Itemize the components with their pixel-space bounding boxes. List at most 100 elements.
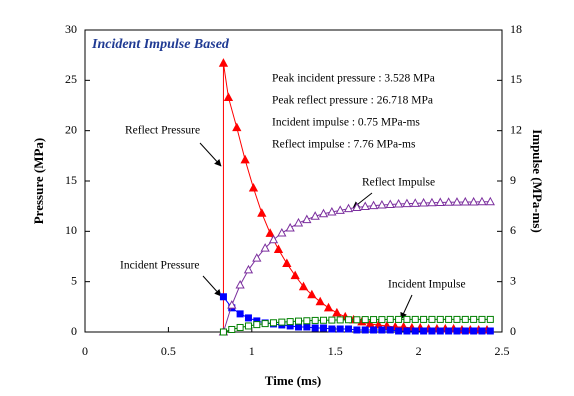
annotation: Peak reflect pressure : 26.718 MPa — [272, 95, 433, 107]
marker — [293, 217, 304, 227]
x-tick-label: 2 — [416, 344, 422, 358]
marker — [240, 154, 250, 164]
marker — [470, 327, 478, 335]
marker — [361, 326, 369, 334]
marker — [385, 199, 395, 208]
marker — [273, 244, 284, 253]
marker — [395, 327, 403, 335]
marker — [320, 316, 328, 324]
marker — [403, 327, 411, 335]
arrow — [202, 275, 222, 297]
marker — [486, 327, 494, 335]
marker — [395, 315, 403, 323]
marker — [403, 315, 411, 323]
x-tick-label: 1 — [249, 344, 255, 358]
y-tick-label: 15 — [65, 173, 77, 187]
marker — [315, 296, 325, 306]
marker — [320, 324, 328, 332]
marker — [318, 208, 329, 218]
marker — [386, 315, 394, 323]
marker — [244, 314, 252, 322]
marker — [243, 264, 254, 274]
y-tick-label: 0 — [71, 324, 77, 338]
marker — [436, 327, 444, 335]
y-tick-label: 20 — [65, 122, 77, 136]
marker — [445, 315, 453, 323]
marker — [219, 328, 227, 336]
y2-tick-label: 6 — [510, 223, 516, 237]
marker — [335, 205, 345, 214]
series-line — [222, 201, 491, 333]
marker — [307, 289, 317, 299]
marker — [336, 325, 344, 333]
annotation: Incident impulse : 0.75 MPa-ms — [272, 117, 420, 129]
y2-tick-label: 0 — [510, 324, 516, 338]
marker — [420, 327, 428, 335]
marker — [377, 199, 387, 209]
x-axis-label: Time (ms) — [265, 373, 321, 388]
marker — [336, 316, 344, 324]
marker — [302, 214, 312, 224]
chart-title: Incident Impulse Based — [91, 37, 230, 52]
marker — [486, 315, 494, 323]
marker — [402, 198, 412, 208]
marker — [478, 315, 486, 323]
x-tick-label: 0 — [82, 344, 88, 358]
marker — [420, 315, 428, 323]
marker — [370, 316, 378, 324]
x-tick-label: 0.5 — [161, 344, 176, 358]
marker — [286, 318, 294, 326]
marker — [345, 316, 353, 324]
y-tick-label: 5 — [71, 273, 77, 287]
series-label: Incident Impulse — [388, 279, 466, 291]
marker — [282, 258, 292, 268]
marker — [443, 197, 454, 206]
marker — [328, 325, 336, 333]
marker — [252, 253, 262, 262]
y2-tick-label: 9 — [510, 173, 516, 187]
series-label: Reflect Impulse — [362, 177, 435, 189]
marker — [461, 327, 469, 335]
marker — [218, 58, 229, 67]
marker — [445, 327, 453, 335]
marker — [453, 327, 461, 335]
y2-tick-label: 3 — [510, 273, 516, 287]
marker — [343, 203, 354, 213]
marker — [261, 320, 269, 328]
marker — [303, 323, 311, 331]
marker — [248, 182, 259, 192]
marker — [469, 196, 479, 206]
marker — [411, 327, 419, 335]
y-tick-label: 10 — [65, 223, 77, 237]
marker — [278, 318, 286, 326]
annotation: Peak incident pressure : 3.528 MPa — [272, 73, 435, 85]
marker — [295, 317, 303, 325]
marker — [478, 327, 486, 335]
marker — [411, 315, 419, 323]
marker — [410, 198, 420, 207]
marker — [269, 319, 277, 327]
marker — [290, 270, 300, 280]
marker — [332, 307, 342, 317]
marker — [235, 279, 245, 289]
marker — [277, 227, 287, 237]
marker — [310, 211, 320, 220]
marker — [260, 243, 270, 252]
marker — [353, 326, 361, 334]
marker — [285, 222, 295, 232]
marker — [253, 321, 261, 329]
marker — [378, 316, 386, 324]
marker — [427, 197, 437, 207]
marker — [328, 316, 336, 324]
y-tick-label: 30 — [65, 22, 77, 36]
marker — [435, 197, 445, 206]
marker — [452, 197, 462, 206]
marker — [393, 198, 404, 208]
y-tick-label: 25 — [65, 72, 77, 86]
marker — [268, 234, 279, 244]
series-label: Incident Pressure — [120, 260, 200, 272]
marker — [360, 201, 370, 211]
marker — [428, 327, 436, 335]
arrow — [400, 294, 413, 320]
